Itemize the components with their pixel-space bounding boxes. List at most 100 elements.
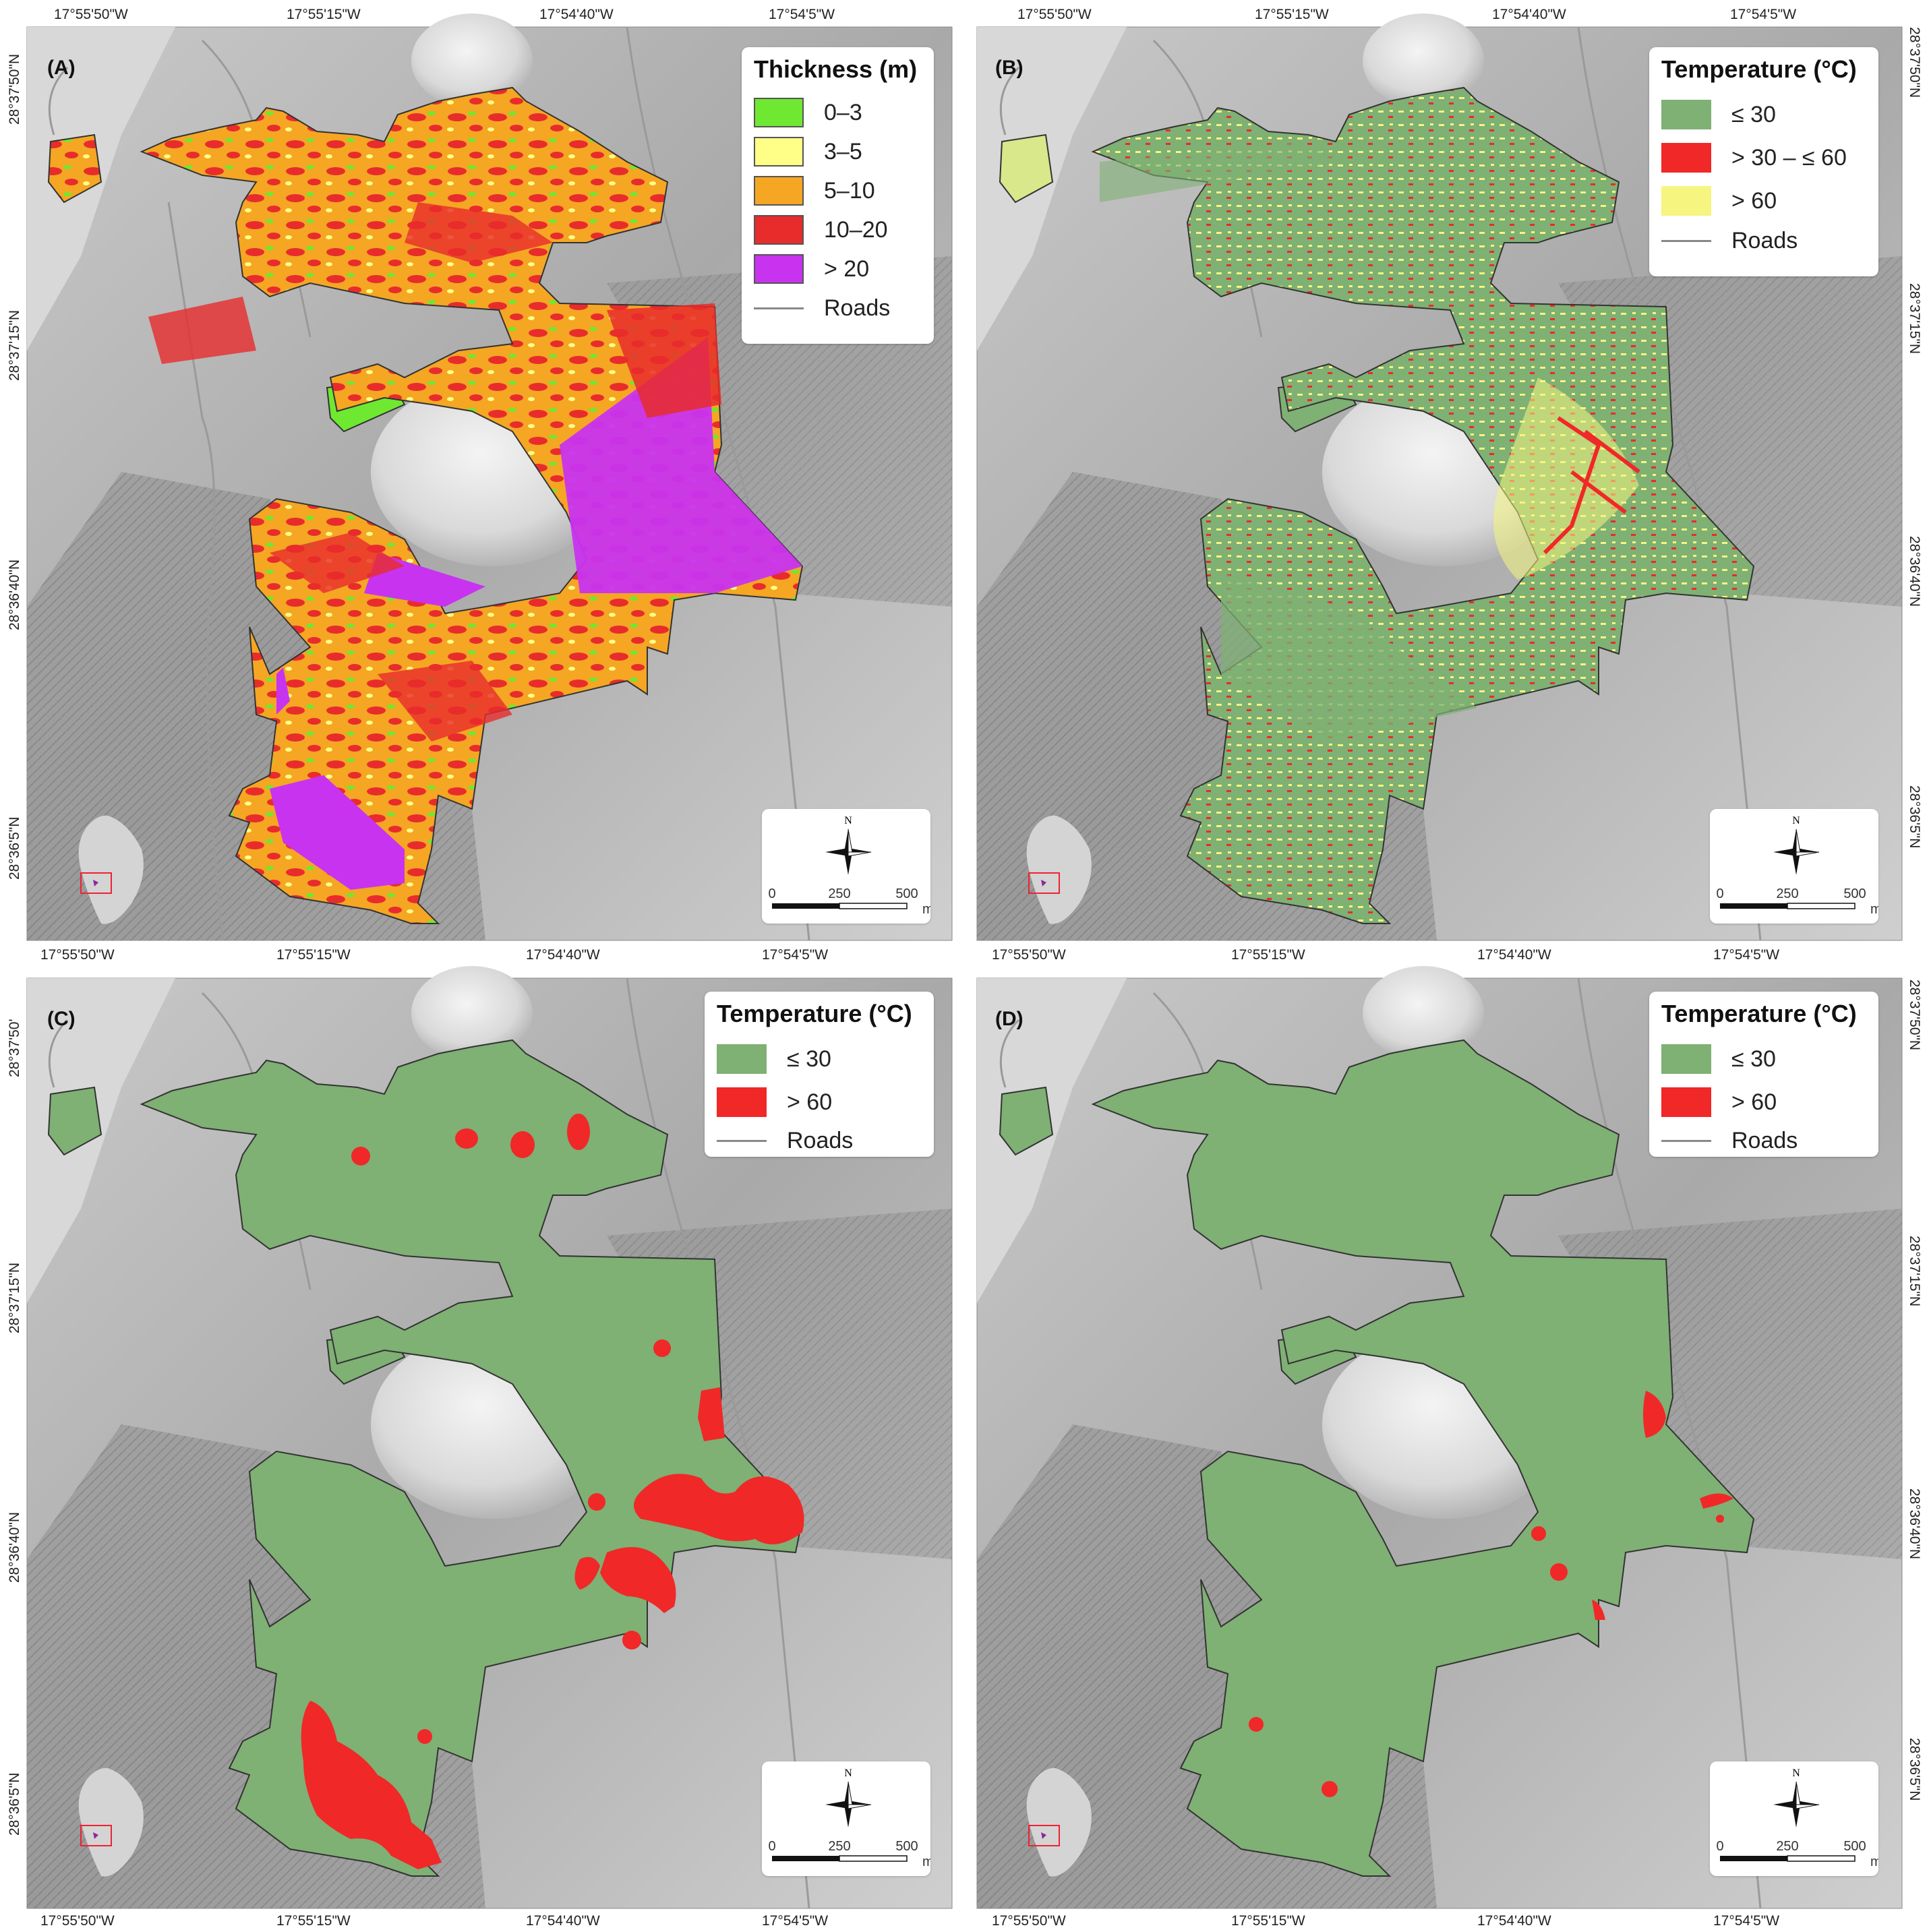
legend-label: ≤ 30 [787, 1046, 831, 1072]
lon-tick-bottom: 17°55'15"W [276, 1913, 351, 1929]
lon-tick-bottom: 17°55'15"W [1231, 947, 1305, 963]
panel-label: (B) [995, 57, 1023, 79]
lon-tick-bottom: 17°54'40"W [526, 947, 600, 963]
panel-a: (A) 17°55'50"W 17°55'15"W 17°54'40"W 17°… [0, 0, 964, 966]
road-line-icon [754, 307, 804, 309]
lon-tick-bottom: 17°54'40"W [1477, 1913, 1551, 1929]
lat-tick-right: 28°36'40"N [1907, 1488, 1922, 1560]
legend-swatch [754, 254, 804, 284]
lat-tick-left: 28°37'15"N [7, 1262, 22, 1333]
legend-label: 3–5 [824, 138, 862, 164]
legend-item: > 60 [1661, 1081, 1866, 1124]
lon-tick-top: 17°54'40"W [539, 7, 614, 22]
lon-tick-bottom: 17°55'15"W [1231, 1913, 1305, 1929]
svg-text:m: m [922, 1854, 930, 1869]
scale-bar: N 0 250 500 m [762, 1761, 934, 1876]
legend-swatch [754, 98, 804, 127]
legend-item: 5–10 [754, 171, 922, 210]
legend-swatch [754, 137, 804, 167]
svg-text:N: N [844, 1768, 852, 1779]
legend-swatch [754, 215, 804, 245]
svg-text:500: 500 [895, 886, 918, 901]
legend-swatch [754, 176, 804, 206]
legend-title: Temperature (°C) [717, 1000, 912, 1027]
lon-tick-bottom: 17°55'50"W [992, 1913, 1066, 1929]
svg-text:m: m [1870, 902, 1878, 917]
legend-swatch [1661, 1044, 1711, 1074]
scale-bar: N 0 250 500 m [1710, 809, 1882, 924]
legend-item: > 30 – ≤ 60 [1661, 136, 1866, 179]
legend-item-roads: Roads [717, 1124, 922, 1157]
lon-tick-bottom: 17°55'50"W [40, 947, 115, 963]
legend-label: > 20 [824, 255, 870, 282]
lat-tick-left: 28°37'15"N [7, 309, 22, 381]
legend-item: ≤ 30 [717, 1037, 922, 1081]
la-palma-inset-icon [1026, 815, 1092, 924]
legend-item: 0–3 [754, 93, 922, 132]
lat-tick-right: 28°36'5"N [1907, 1738, 1922, 1801]
legend-title: Temperature (°C) [1661, 1000, 1857, 1027]
panel-c: (C) 17°55'50"W 17°55'15"W 17°54'40"W 17°… [0, 966, 964, 1932]
legend-label: 0–3 [824, 99, 862, 125]
lat-tick-left: 28°36'5"N [7, 816, 22, 880]
legend-item: ≤ 30 [1661, 93, 1866, 136]
lat-tick-right: 28°36'40"N [1907, 536, 1922, 607]
legend-swatch [717, 1087, 767, 1117]
svg-text:250: 250 [1776, 1839, 1798, 1854]
panel-label: (C) [47, 1008, 76, 1030]
compass-icon: N 0 250 500 m [768, 1768, 933, 1869]
svg-text:N: N [1792, 815, 1800, 826]
svg-text:500: 500 [1843, 1839, 1866, 1854]
lon-tick-bottom: 17°54'5"W [1713, 947, 1780, 963]
legend-swatch [1661, 186, 1711, 216]
svg-text:m: m [922, 902, 930, 917]
lon-tick-bottom: 17°55'50"W [40, 1913, 115, 1929]
svg-text:250: 250 [828, 886, 850, 901]
legend-item: ≤ 30 [1661, 1037, 1866, 1081]
legend-item: 3–5 [754, 132, 922, 171]
legend-label: > 60 [787, 1089, 833, 1115]
legend-label: > 60 [1731, 187, 1777, 214]
svg-text:250: 250 [1776, 886, 1798, 901]
legend-label: > 60 [1731, 1089, 1777, 1115]
legend-label: Roads [1731, 1127, 1798, 1153]
lon-tick-bottom: 17°54'5"W [762, 947, 829, 963]
lon-tick-top: 17°55'50"W [54, 7, 128, 22]
lon-tick-top: 17°54'5"W [1730, 7, 1797, 22]
legend: Thickness (m) 0–3 3–5 5–10 10–20 > 20 Ro… [742, 47, 934, 344]
compass-icon: N 0 250 500 m [768, 815, 933, 917]
legend-swatch [717, 1044, 767, 1074]
lon-tick-top: 17°55'15"W [1255, 7, 1329, 22]
legend-item-roads: Roads [1661, 1124, 1866, 1157]
svg-text:N: N [844, 815, 852, 826]
la-palma-inset-icon [78, 815, 144, 924]
svg-text:500: 500 [895, 1839, 918, 1854]
svg-text:N: N [1792, 1768, 1800, 1779]
legend-label: ≤ 30 [1731, 1046, 1776, 1072]
lat-tick-left: 28°37'50"N [7, 53, 22, 125]
scale-bar: N 0 250 500 m [1710, 1761, 1882, 1876]
lat-tick-left: 28°36'40"N [7, 1511, 22, 1583]
svg-text:0: 0 [768, 1839, 775, 1854]
legend: Temperature (°C) ≤ 30 > 60 Roads [705, 992, 934, 1157]
legend-item: > 60 [717, 1081, 922, 1124]
legend-item: > 60 [1661, 179, 1866, 222]
legend-label: Roads [787, 1127, 854, 1153]
legend-label: Roads [1731, 227, 1798, 253]
panel-b: (B) 17°55'50"W 17°55'15"W 17°54'40"W 17°… [965, 0, 1929, 966]
svg-text:0: 0 [1716, 1839, 1723, 1854]
legend-swatch [1661, 143, 1711, 173]
legend-item-roads: Roads [754, 289, 922, 328]
lat-tick-left: 28°36'40"N [7, 559, 22, 630]
lat-tick-left: 28°37'50' [7, 1019, 22, 1078]
legend: Temperature (°C) ≤ 30 > 60 Roads [1649, 992, 1878, 1157]
legend-label: > 30 – ≤ 60 [1731, 144, 1847, 171]
lon-tick-bottom: 17°54'40"W [526, 1913, 600, 1929]
lat-tick-right: 28°37'50"N [1907, 27, 1922, 98]
road-line-icon [1661, 1139, 1711, 1142]
scale-bar: N 0 250 500 m [762, 809, 934, 924]
lat-tick-right: 28°37'50"N [1907, 979, 1922, 1051]
lat-tick-right: 28°37'15"N [1907, 283, 1922, 355]
lon-tick-top: 17°54'40"W [1492, 7, 1566, 22]
legend-label: Roads [824, 295, 891, 321]
